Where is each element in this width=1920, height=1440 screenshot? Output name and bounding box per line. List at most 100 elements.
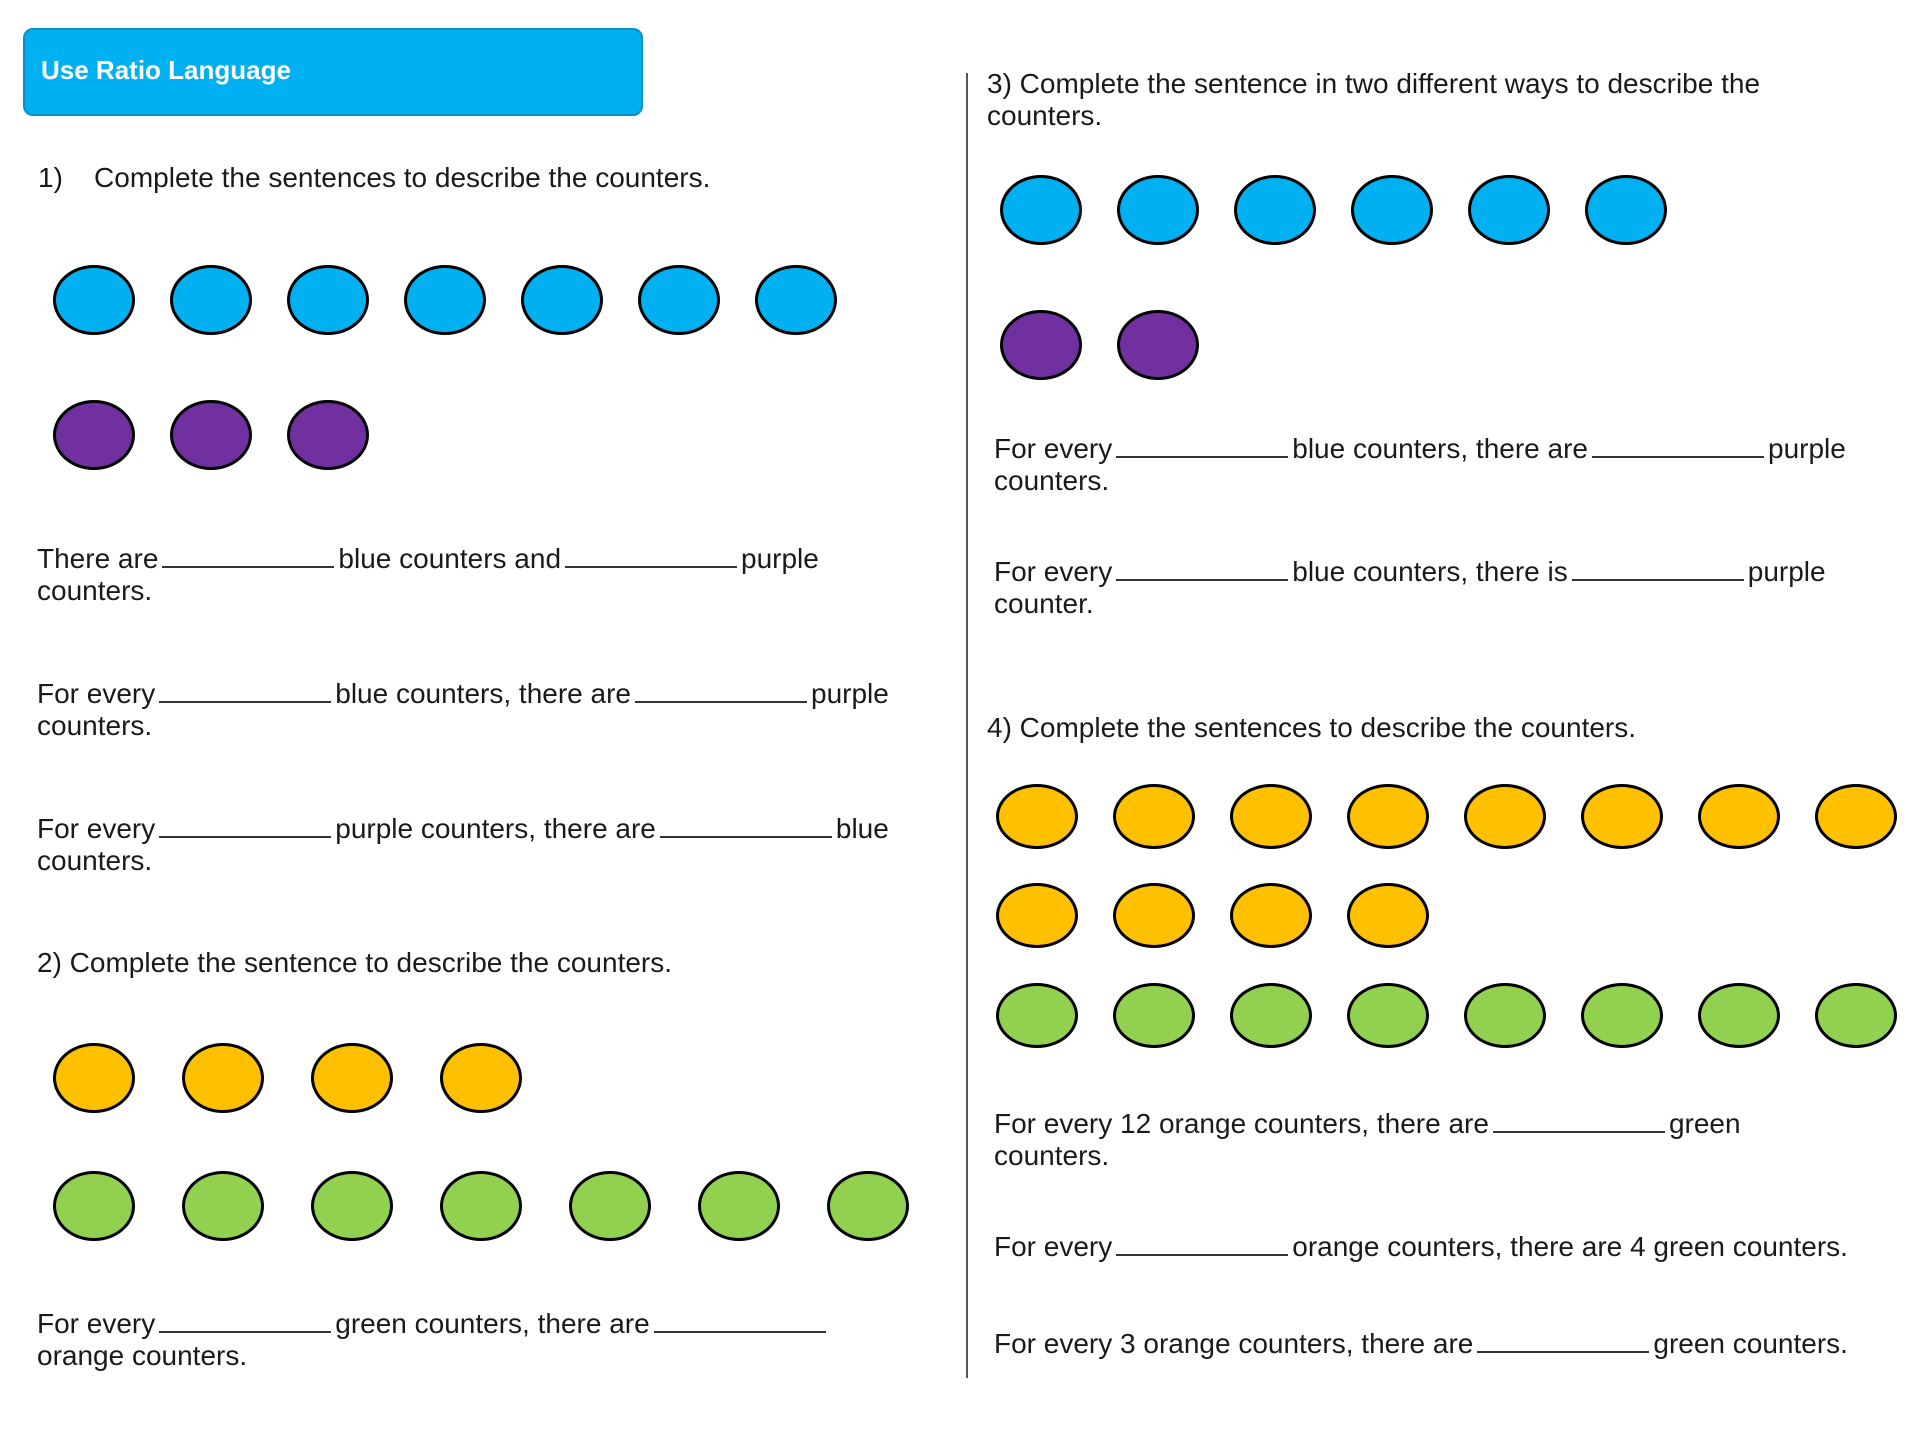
orange-counter bbox=[1581, 784, 1663, 849]
green-counter bbox=[53, 1171, 135, 1241]
orange-counter bbox=[1230, 784, 1312, 849]
q4-sentence-2: For every orange counters, there are 4 gr… bbox=[994, 1230, 1848, 1263]
answer-blank[interactable] bbox=[159, 812, 332, 838]
q2-prompt: 2) Complete the sentence to describe the… bbox=[37, 947, 673, 978]
sentence-text: green counters, there are bbox=[335, 1308, 650, 1339]
sentence-text: For every bbox=[994, 1231, 1113, 1262]
sentence-text: counters. bbox=[37, 845, 153, 876]
page-title: Use Ratio Language bbox=[41, 55, 291, 85]
green-counter bbox=[698, 1171, 780, 1241]
sentence-text: For every bbox=[37, 678, 156, 709]
q3-sentence-2: For every blue counters, there is purple co… bbox=[994, 555, 1826, 620]
blue-counter bbox=[404, 265, 486, 335]
sentence-text: For every bbox=[37, 1308, 156, 1339]
orange-counter bbox=[996, 883, 1078, 948]
green-counter bbox=[182, 1171, 264, 1241]
orange-counter bbox=[1230, 883, 1312, 948]
sentence-text: blue bbox=[835, 813, 889, 844]
sentence-text: blue counters and bbox=[338, 543, 562, 574]
q1-prompt-text: Complete the sentences to describe the c… bbox=[94, 162, 711, 193]
sentence-text: counters. bbox=[37, 710, 153, 741]
green-counter bbox=[1464, 983, 1546, 1048]
answer-blank[interactable] bbox=[653, 1307, 826, 1333]
green-counter bbox=[1815, 983, 1897, 1048]
purple-counter bbox=[170, 400, 252, 470]
q4-sentence-3: For every 3 orange counters, there are gr… bbox=[994, 1327, 1848, 1360]
sentence-text: purple bbox=[741, 543, 819, 574]
answer-blank[interactable] bbox=[635, 677, 807, 703]
q3-prompt: 3) Complete the sentence in two differen… bbox=[987, 68, 1760, 132]
answer-blank[interactable] bbox=[1492, 1107, 1665, 1133]
sentence-text: counters. bbox=[37, 575, 153, 606]
green-counter bbox=[311, 1171, 393, 1241]
orange-counter bbox=[1815, 784, 1897, 849]
purple-counter bbox=[53, 400, 135, 470]
sentence-text: blue counters, there are bbox=[335, 678, 631, 709]
q3-blue-counter-row bbox=[1000, 175, 1667, 245]
blue-counter bbox=[638, 265, 720, 335]
sentence-text: green counters. bbox=[1653, 1328, 1848, 1359]
sentence-text: orange counters, there are 4 green count… bbox=[1292, 1231, 1848, 1262]
answer-blank[interactable] bbox=[565, 542, 738, 568]
q1-number: 1) bbox=[38, 162, 63, 193]
q1-sentence-3: For every purple counters, there are blue c… bbox=[37, 812, 889, 877]
blue-counter bbox=[1351, 175, 1433, 245]
sentence-text: There are bbox=[37, 543, 159, 574]
answer-blank[interactable] bbox=[1116, 555, 1289, 581]
orange-counter bbox=[1113, 883, 1195, 948]
answer-blank[interactable] bbox=[659, 812, 832, 838]
orange-counter bbox=[440, 1043, 522, 1113]
green-counter bbox=[440, 1171, 522, 1241]
column-divider bbox=[966, 73, 968, 1378]
purple-counter bbox=[1117, 310, 1199, 380]
blue-counter bbox=[1117, 175, 1199, 245]
green-counter bbox=[1581, 983, 1663, 1048]
sentence-text: blue counters, there are bbox=[1292, 433, 1588, 464]
q4-orange-counter-row-2 bbox=[996, 883, 1429, 948]
answer-blank[interactable] bbox=[162, 542, 335, 568]
blue-counter bbox=[287, 265, 369, 335]
green-counter bbox=[1113, 983, 1195, 1048]
sentence-text: For every bbox=[994, 433, 1113, 464]
purple-counter bbox=[1000, 310, 1082, 380]
orange-counter bbox=[311, 1043, 393, 1113]
sentence-text: purple counters, there are bbox=[335, 813, 656, 844]
q1-blue-counter-row bbox=[53, 265, 837, 335]
q1-sentence-2: For every blue counters, there are purple c… bbox=[37, 677, 889, 742]
orange-counter bbox=[996, 784, 1078, 849]
q2-sentence-1: For every green counters, there are orange… bbox=[37, 1307, 830, 1372]
answer-blank[interactable] bbox=[159, 677, 332, 703]
blue-counter bbox=[1234, 175, 1316, 245]
sentence-text: purple bbox=[1768, 433, 1846, 464]
sentence-text: purple bbox=[1747, 556, 1826, 587]
blue-counter bbox=[1585, 175, 1667, 245]
q1-purple-counter-row bbox=[53, 400, 369, 470]
answer-blank[interactable] bbox=[159, 1307, 332, 1333]
sentence-text: blue counters, there is bbox=[1292, 556, 1568, 587]
blue-counter bbox=[1000, 175, 1082, 245]
blue-counter bbox=[521, 265, 603, 335]
orange-counter bbox=[1347, 784, 1429, 849]
q1-prompt: 1) Complete the sentences to describe th… bbox=[38, 162, 710, 194]
q3-purple-counter-row bbox=[1000, 310, 1199, 380]
q2-orange-counter-row bbox=[53, 1043, 522, 1113]
sentence-text: For every bbox=[37, 813, 156, 844]
q1-sentence-1: There are blue counters and purple counters… bbox=[37, 542, 819, 607]
answer-blank[interactable] bbox=[1571, 555, 1744, 581]
orange-counter bbox=[1347, 883, 1429, 948]
blue-counter bbox=[1468, 175, 1550, 245]
sentence-text: counters. bbox=[994, 1140, 1110, 1171]
green-counter bbox=[569, 1171, 651, 1241]
sentence-text: orange counters. bbox=[37, 1340, 248, 1371]
green-counter bbox=[1230, 983, 1312, 1048]
sentence-text: counters. bbox=[994, 465, 1110, 496]
q3-prompt-line-1: 3) Complete the sentence in two differen… bbox=[987, 68, 1761, 99]
q4-green-counter-row bbox=[996, 983, 1897, 1048]
green-counter bbox=[1347, 983, 1429, 1048]
answer-blank[interactable] bbox=[1477, 1327, 1650, 1353]
orange-counter bbox=[1113, 784, 1195, 849]
answer-blank[interactable] bbox=[1592, 432, 1764, 458]
q4-prompt: 4) Complete the sentences to describe th… bbox=[987, 712, 1637, 743]
answer-blank[interactable] bbox=[1116, 432, 1289, 458]
answer-blank[interactable] bbox=[1116, 1230, 1289, 1256]
